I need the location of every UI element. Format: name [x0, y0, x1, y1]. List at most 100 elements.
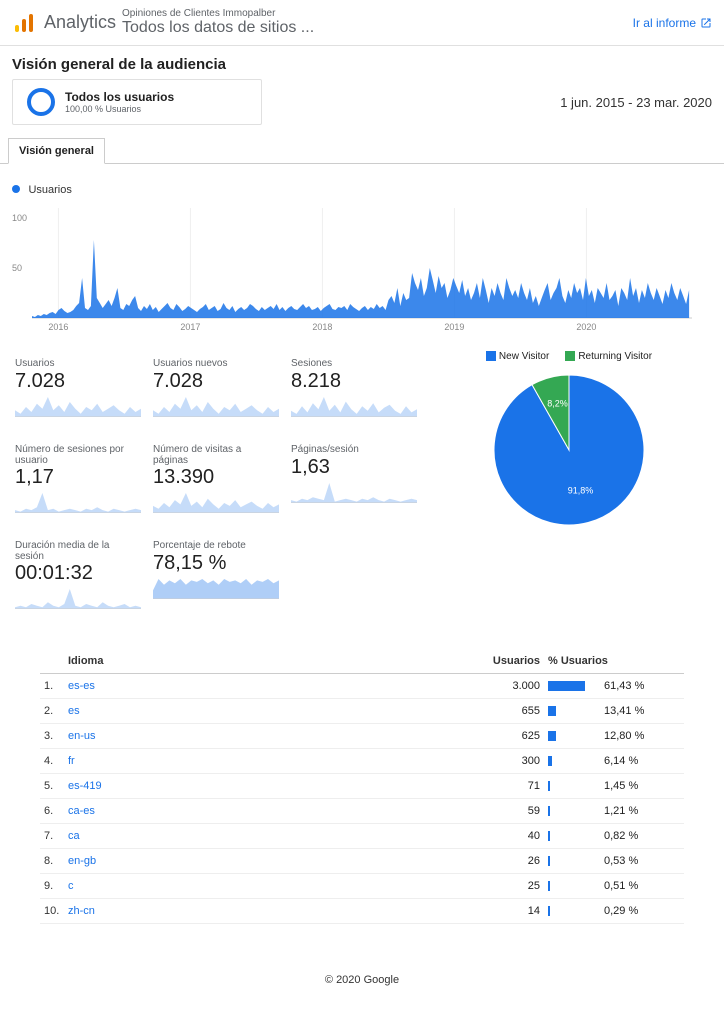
sparkline — [153, 395, 277, 422]
row-lang: en-gb — [64, 849, 276, 874]
lang-link[interactable]: zh-cn — [68, 905, 95, 917]
row-index: 3. — [40, 724, 64, 749]
row-pct: 61,43 % — [544, 674, 684, 699]
sparkline — [291, 395, 415, 422]
metric-label: Duración media de la sesión — [15, 540, 139, 562]
tabs: Visión general — [0, 137, 724, 164]
segment-box[interactable]: Todos los usuarios 100,00 % Usuarios — [12, 79, 262, 125]
row-index: 4. — [40, 749, 64, 774]
external-link-icon — [700, 17, 712, 29]
header-titles: Opiniones de Clientes Immopalber Todos l… — [122, 8, 633, 37]
date-range[interactable]: 1 jun. 2015 - 23 mar. 2020 — [560, 95, 712, 110]
row-users: 14 — [276, 899, 544, 924]
metric-value: 13.390 — [153, 466, 277, 489]
row-index: 7. — [40, 824, 64, 849]
metric-value: 1,17 — [15, 466, 139, 489]
row-index: 9. — [40, 874, 64, 899]
row-users: 300 — [276, 749, 544, 774]
table-row: 4. fr 3006,14 % — [40, 749, 684, 774]
row-lang: fr — [64, 749, 276, 774]
metric-box[interactable]: Páginas/sesión1,63 — [288, 437, 418, 511]
row-lang: c — [64, 874, 276, 899]
lang-link[interactable]: en-gb — [68, 855, 96, 867]
metric-box[interactable]: Sesiones8.218 — [288, 351, 418, 425]
col-usuarios[interactable]: Usuarios — [276, 649, 544, 674]
row-lang: es-es — [64, 674, 276, 699]
lang-link[interactable]: c — [68, 880, 74, 892]
table-row: 8. en-gb 260,53 % — [40, 849, 684, 874]
lang-link[interactable]: es-419 — [68, 780, 102, 792]
property-name: Opiniones de Clientes Immopalber — [122, 8, 633, 19]
svg-text:2019: 2019 — [444, 322, 464, 332]
metric-label: Usuarios nuevos — [153, 358, 277, 370]
row-users: 26 — [276, 849, 544, 874]
sparkline — [15, 587, 139, 614]
pie-legend-item: New Visitor — [486, 351, 549, 362]
metric-box[interactable]: Número de sesiones por usuario1,17 — [12, 437, 142, 521]
row-index: 2. — [40, 699, 64, 724]
lang-link[interactable]: es — [68, 705, 80, 717]
page-title: Visión general de la audiencia — [0, 46, 724, 79]
row-users: 625 — [276, 724, 544, 749]
svg-text:2016: 2016 — [48, 322, 68, 332]
pie-legend-item: Returning Visitor — [565, 351, 652, 362]
brand-label: Analytics — [44, 12, 116, 33]
metric-label: Porcentaje de rebote — [153, 540, 277, 552]
lang-link[interactable]: ca — [68, 830, 80, 842]
segment-row: Todos los usuarios 100,00 % Usuarios 1 j… — [0, 79, 724, 125]
lang-link[interactable]: es-es — [68, 680, 95, 692]
pie-section: New VisitorReturning Visitor 91,8%8,2% — [426, 351, 712, 629]
table-row: 2. es 65513,41 % — [40, 699, 684, 724]
legend-label: Usuarios — [28, 184, 71, 196]
segment-sub: 100,00 % Usuarios — [65, 104, 174, 114]
metric-label: Número de visitas a páginas — [153, 444, 277, 466]
sparkline — [153, 577, 277, 604]
metric-box[interactable]: Porcentaje de rebote78,15 % — [150, 533, 280, 607]
table-row: 6.ca-es591,21 % — [40, 799, 684, 824]
row-pct: 13,41 % — [544, 699, 684, 724]
row-pct: 0,53 % — [544, 849, 684, 874]
lang-link[interactable]: fr — [68, 755, 75, 767]
row-users: 655 — [276, 699, 544, 724]
svg-text:2017: 2017 — [180, 322, 200, 332]
segment-title: Todos los usuarios — [65, 90, 174, 104]
metric-label: Páginas/sesión — [291, 444, 415, 456]
metric-box[interactable]: Duración media de la sesión00:01:32 — [12, 533, 142, 617]
svg-text:8,2%: 8,2% — [547, 398, 568, 408]
row-pct: 1,21 % — [544, 799, 684, 824]
chart-area: Usuarios 2016201720182019202050100 — [0, 164, 724, 347]
legend-dot-icon — [12, 185, 20, 193]
metric-box[interactable]: Número de visitas a páginas13.390 — [150, 437, 280, 521]
sparkline — [15, 491, 139, 518]
row-lang: ca-es — [64, 799, 276, 824]
row-lang: zh-cn — [64, 899, 276, 924]
svg-text:2020: 2020 — [576, 322, 596, 332]
tab-overview[interactable]: Visión general — [8, 138, 105, 164]
metric-box[interactable]: Usuarios nuevos7.028 — [150, 351, 280, 425]
row-pct: 6,14 % — [544, 749, 684, 774]
metric-box[interactable]: Usuarios7.028 — [12, 351, 142, 425]
col-pct[interactable]: % Usuarios — [544, 649, 684, 674]
metric-value: 7.028 — [153, 370, 277, 393]
language-table: IdiomaUsuarios% Usuarios 1.es-es3.00061,… — [40, 649, 684, 924]
table-row: 5.es-419711,45 % — [40, 774, 684, 799]
row-index: 8. — [40, 849, 64, 874]
row-users: 59 — [276, 799, 544, 824]
row-pct: 12,80 % — [544, 724, 684, 749]
row-pct: 0,82 % — [544, 824, 684, 849]
metric-value: 7.028 — [15, 370, 139, 393]
row-lang: en-us — [64, 724, 276, 749]
lang-link[interactable]: ca-es — [68, 805, 95, 817]
metric-value: 8.218 — [291, 370, 415, 393]
sparkline — [15, 395, 139, 422]
row-users: 25 — [276, 874, 544, 899]
pie-legend: New Visitor Returning Visitor — [426, 351, 712, 362]
go-to-report-link[interactable]: Ir al informe — [633, 16, 712, 30]
table-row: 10.zh-cn140,29 % — [40, 899, 684, 924]
col-idioma[interactable]: Idioma — [64, 649, 276, 674]
footer: © 2020 Google — [0, 934, 724, 1006]
lang-link[interactable]: en-us — [68, 730, 96, 742]
svg-text:50: 50 — [12, 263, 22, 273]
row-users: 71 — [276, 774, 544, 799]
metric-value: 78,15 % — [153, 552, 277, 575]
